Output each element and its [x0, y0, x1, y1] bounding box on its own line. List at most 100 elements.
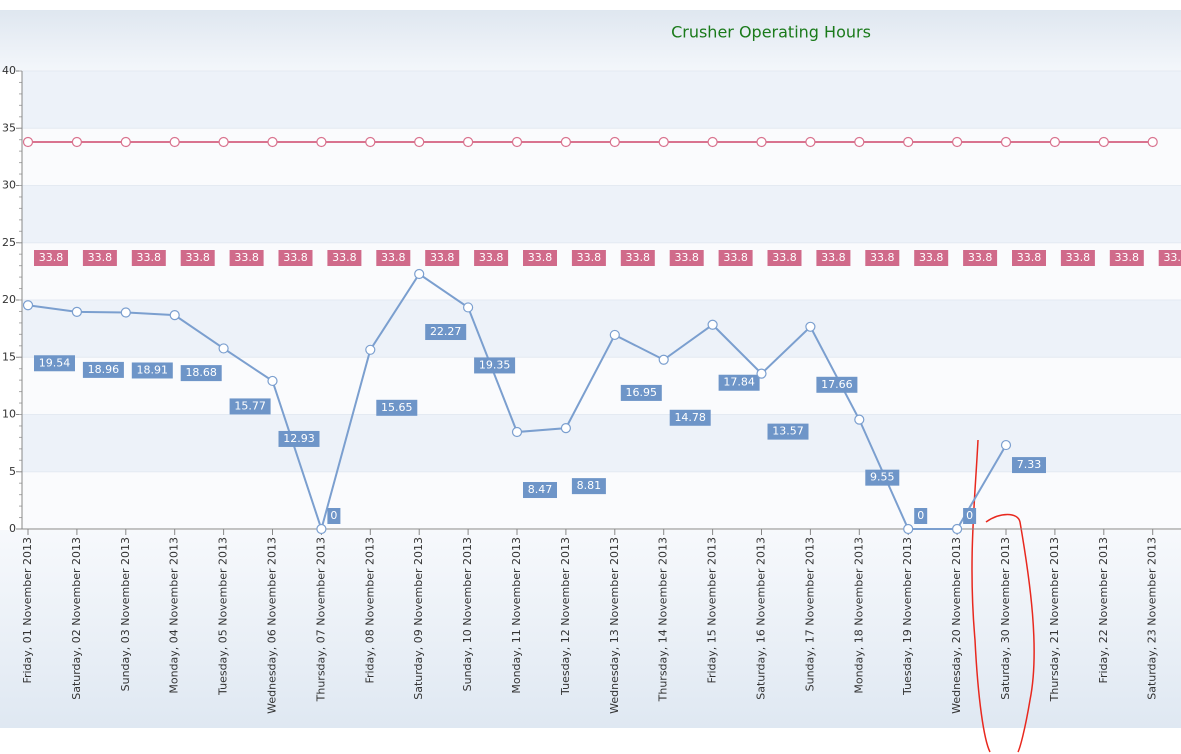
data-label-bg: [131, 250, 166, 266]
x-tick-label: Wednesday, 13 November 2013: [608, 537, 621, 714]
grid-band: [22, 185, 1181, 243]
data-label-bg: [718, 374, 760, 391]
data-point: [22, 300, 34, 311]
data-label-bg: [278, 430, 320, 447]
data-label-bg: [376, 250, 411, 266]
y-tick-label: 20: [2, 293, 16, 306]
data-point: [71, 306, 83, 318]
data-point: [267, 136, 278, 148]
data-label: 33.8: [430, 251, 455, 264]
data-point: [218, 343, 229, 354]
x-tick-label: Saturday, 16 November 2013: [755, 537, 768, 700]
data-label-bg: [327, 508, 341, 524]
data-label: 12.93: [283, 432, 315, 445]
data-label-bg: [767, 423, 809, 440]
data-label-bg: [523, 250, 557, 266]
data-label-bg: [229, 398, 271, 415]
data-point: [951, 136, 963, 148]
x-tick-label: Monday, 18 November 2013: [852, 537, 865, 694]
data-label-bg: [620, 250, 655, 266]
data-label: 19.35: [479, 358, 511, 371]
data-point: [169, 310, 180, 321]
data-label: 33.8: [1163, 251, 1181, 264]
data-label-bg: [963, 250, 998, 266]
data-point: [854, 136, 865, 148]
data-label-bg: [180, 250, 215, 266]
data-label: 33.8: [870, 251, 895, 264]
data-label: 0: [917, 509, 924, 522]
data-point: [805, 321, 816, 332]
data-label-bg: [1012, 250, 1046, 266]
header-band: [0, 10, 1181, 72]
data-point: [707, 319, 718, 330]
data-label-bg: [131, 362, 173, 379]
data-point: [756, 136, 767, 148]
x-tick-label: Sunday, 17 November 2013: [803, 537, 816, 691]
data-label: 33.8: [332, 251, 357, 264]
x-tick-label: Monday, 04 November 2013: [168, 537, 181, 694]
data-point: [316, 136, 327, 148]
data-point: [854, 414, 865, 425]
data-label-bg: [963, 508, 977, 524]
data-point: [1000, 136, 1012, 148]
data-label: 0: [966, 509, 973, 522]
data-label-bg: [34, 250, 68, 266]
data-point: [218, 136, 229, 148]
data-label: 33.8: [88, 251, 113, 264]
grid-band: [22, 414, 1181, 472]
x-tick-label: Thursday, 14 November 2013: [657, 537, 670, 702]
data-label-bg: [620, 384, 662, 401]
data-point: [609, 329, 620, 341]
x-tick-label: Tuesday, 05 November 2013: [217, 537, 230, 696]
data-label: 33.8: [919, 251, 944, 264]
data-label-bg: [474, 357, 516, 374]
data-point: [169, 136, 180, 148]
data-label-bg: [1060, 250, 1095, 266]
data-label: 17.66: [821, 378, 853, 391]
data-point: [120, 307, 131, 318]
data-label: 33.8: [1115, 251, 1140, 264]
data-label: 33.8: [577, 251, 602, 264]
x-tick-label: Saturday, 30 November 2013: [999, 537, 1012, 700]
data-label-bg: [425, 250, 460, 266]
x-tick-label: Friday, 15 November 2013: [706, 537, 719, 684]
x-tick-label: Wednesday, 06 November 2013: [266, 537, 279, 714]
data-label: 7.33: [1017, 458, 1042, 471]
data-point: [1098, 136, 1109, 148]
data-label: 15.65: [381, 401, 413, 414]
x-tick-label: Friday, 08 November 2013: [363, 537, 376, 684]
y-tick-label: 10: [2, 408, 16, 421]
data-label: 22.27: [430, 325, 462, 338]
data-label-bg: [82, 361, 124, 378]
data-point: [805, 136, 816, 148]
data-point: [609, 136, 620, 148]
data-point: [951, 523, 963, 535]
data-label: 33.8: [626, 251, 651, 264]
data-label-bg: [914, 250, 949, 266]
data-label: 18.96: [88, 363, 120, 376]
data-label: 18.68: [185, 366, 217, 379]
data-point: [903, 136, 914, 148]
data-label: 33.8: [772, 251, 797, 264]
data-label-bg: [474, 250, 509, 266]
y-tick-label: 15: [2, 350, 16, 363]
data-point: [267, 375, 278, 387]
y-tick-label: 30: [2, 179, 16, 192]
data-label-bg: [718, 250, 753, 266]
x-tick-label: Thursday, 07 November 2013: [314, 537, 327, 702]
data-label: 8.81: [577, 479, 602, 492]
data-label-bg: [1109, 250, 1144, 266]
data-label: 13.57: [772, 425, 804, 438]
grid-band: [22, 300, 1181, 358]
data-label: 8.47: [528, 483, 553, 496]
data-point: [414, 268, 425, 280]
data-label-bg: [327, 250, 362, 266]
data-point: [22, 136, 34, 148]
data-label-bg: [816, 250, 851, 266]
data-point: [560, 423, 572, 434]
data-label: 33.8: [723, 251, 748, 264]
data-label: 17.84: [723, 376, 755, 389]
x-tick-label: Tuesday, 12 November 2013: [559, 537, 572, 696]
y-tick-label: 35: [2, 121, 16, 134]
